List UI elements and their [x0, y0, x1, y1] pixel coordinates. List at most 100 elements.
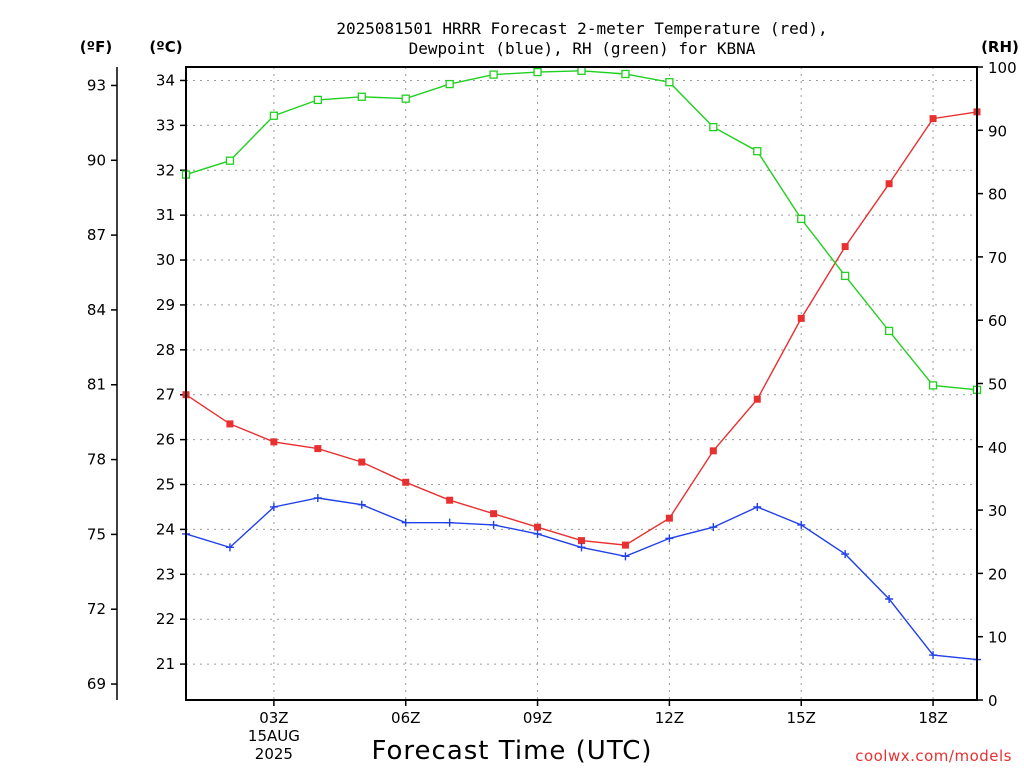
rh-axis-unit: (RH)	[981, 38, 1019, 56]
rh-point	[313, 95, 322, 105]
temperature-point	[621, 541, 629, 549]
temperature-series	[182, 108, 981, 549]
rh-point	[884, 326, 894, 336]
x-axis-title: Forecast Time (UTC)	[371, 736, 652, 766]
fahrenheit-tick-label: 75	[87, 525, 106, 543]
celsius-tick-label: 34	[156, 71, 175, 89]
rh-series	[181, 66, 982, 394]
fahrenheit-tick-label: 90	[87, 151, 106, 169]
rh-tick-label: 0	[988, 692, 998, 710]
fahrenheit-tick-label: 78	[87, 451, 106, 469]
temperature-point	[885, 180, 893, 188]
temperature-point	[841, 243, 849, 251]
temperature-point	[534, 523, 542, 531]
rh-tick-label: 80	[988, 186, 1007, 204]
rh-point	[225, 156, 235, 165]
credit-text: coolwx.com/models	[855, 747, 1012, 765]
chart-title-line-2: Dewpoint (blue), RH (green) for KBNA	[409, 39, 756, 58]
fahrenheit-tick-label: 72	[87, 600, 106, 618]
time-tick-label: 06Z	[391, 709, 420, 727]
dewpoint-point	[753, 502, 762, 511]
celsius-axis: 21 22 23 24 25 26 27 28 29 30 31 32 33 34	[156, 71, 186, 673]
dewpoint-point	[665, 534, 674, 543]
temperature-point	[402, 478, 410, 486]
temperature-point	[270, 438, 278, 446]
dewpoint-series	[182, 493, 981, 664]
rh-point	[621, 69, 630, 79]
dewpoint-point	[269, 502, 278, 511]
plot-frame	[185, 66, 978, 701]
celsius-tick-label: 28	[156, 341, 175, 359]
dewpoint-point	[621, 552, 630, 561]
dewpoint-point	[489, 520, 498, 529]
dewpoint-point	[885, 594, 894, 603]
temperature-point	[753, 395, 761, 403]
temperature-point	[665, 514, 673, 522]
temperature-point	[929, 115, 937, 123]
rh-tick-label: 100	[988, 59, 1017, 77]
series-layer	[181, 66, 982, 664]
time-tick-label: 03Z	[259, 709, 288, 727]
dewpoint-point	[445, 518, 454, 527]
rh-tick-label: 50	[988, 376, 1007, 394]
celsius-tick-label: 30	[156, 251, 175, 269]
celsius-tick-label: 32	[156, 161, 175, 179]
fahrenheit-tick-label: 87	[87, 226, 106, 244]
time-tick-label: 15Z	[787, 709, 816, 727]
fahrenheit-tick-label: 84	[87, 301, 106, 319]
dewpoint-point	[313, 493, 322, 502]
rh-point	[401, 94, 410, 103]
celsius-tick-label: 22	[156, 610, 175, 628]
time-tick-label: 12Z	[655, 709, 684, 727]
dewpoint-line	[185, 497, 978, 661]
rh-tick-label: 90	[988, 122, 1007, 140]
rh-point	[841, 271, 850, 281]
celsius-tick-label: 29	[156, 296, 175, 314]
rh-point	[489, 70, 498, 79]
dewpoint-point	[797, 520, 806, 529]
rh-tick-label: 10	[988, 629, 1007, 647]
temperature-point	[314, 445, 322, 453]
time-tick-date-label: 15AUG	[248, 727, 300, 745]
time-tick-date-label: 2025	[255, 745, 293, 763]
temperature-point	[490, 510, 498, 518]
dewpoint-point	[225, 543, 234, 552]
time-tick-label: 09Z	[523, 709, 552, 727]
rh-point	[709, 122, 718, 132]
rh-line	[185, 70, 978, 391]
celsius-tick-label: 21	[156, 655, 175, 673]
rh-axis: 0 10 20 30 40 50 60 70 80 90 100	[977, 59, 1017, 710]
rh-point	[665, 78, 674, 87]
temperature-point	[797, 314, 805, 322]
fahrenheit-axis-unit: (ºF)	[80, 38, 112, 56]
rh-point	[753, 147, 762, 156]
chart-title-line-1: 2025081501 HRRR Forecast 2-meter Tempera…	[336, 19, 827, 38]
rh-point	[357, 92, 366, 101]
dewpoint-point	[929, 651, 938, 660]
celsius-tick-label: 24	[156, 520, 175, 538]
temperature-point	[578, 537, 585, 545]
chart-title: 2025081501 HRRR Forecast 2-meter Tempera…	[336, 19, 827, 58]
dewpoint-point	[401, 518, 410, 527]
dewpoint-point	[357, 500, 366, 509]
temperature-point	[709, 447, 717, 455]
rh-point	[797, 214, 806, 224]
celsius-tick-label: 27	[156, 386, 175, 404]
temperature-point	[358, 458, 366, 466]
celsius-axis-unit: (ºC)	[149, 38, 182, 56]
dewpoint-point	[533, 529, 542, 538]
rh-tick-label: 70	[988, 249, 1007, 267]
dewpoint-point	[841, 550, 850, 559]
celsius-tick-label: 23	[156, 565, 175, 583]
rh-point	[577, 66, 586, 75]
celsius-tick-label: 33	[156, 116, 175, 134]
temperature-point	[446, 496, 454, 504]
fahrenheit-tick-label: 69	[87, 675, 106, 693]
rh-tick-label: 30	[988, 502, 1007, 520]
rh-point	[533, 67, 542, 77]
dewpoint-point	[577, 543, 586, 552]
celsius-tick-label: 26	[156, 431, 175, 449]
rh-tick-label: 60	[988, 312, 1007, 330]
celsius-tick-label: 25	[156, 476, 175, 494]
